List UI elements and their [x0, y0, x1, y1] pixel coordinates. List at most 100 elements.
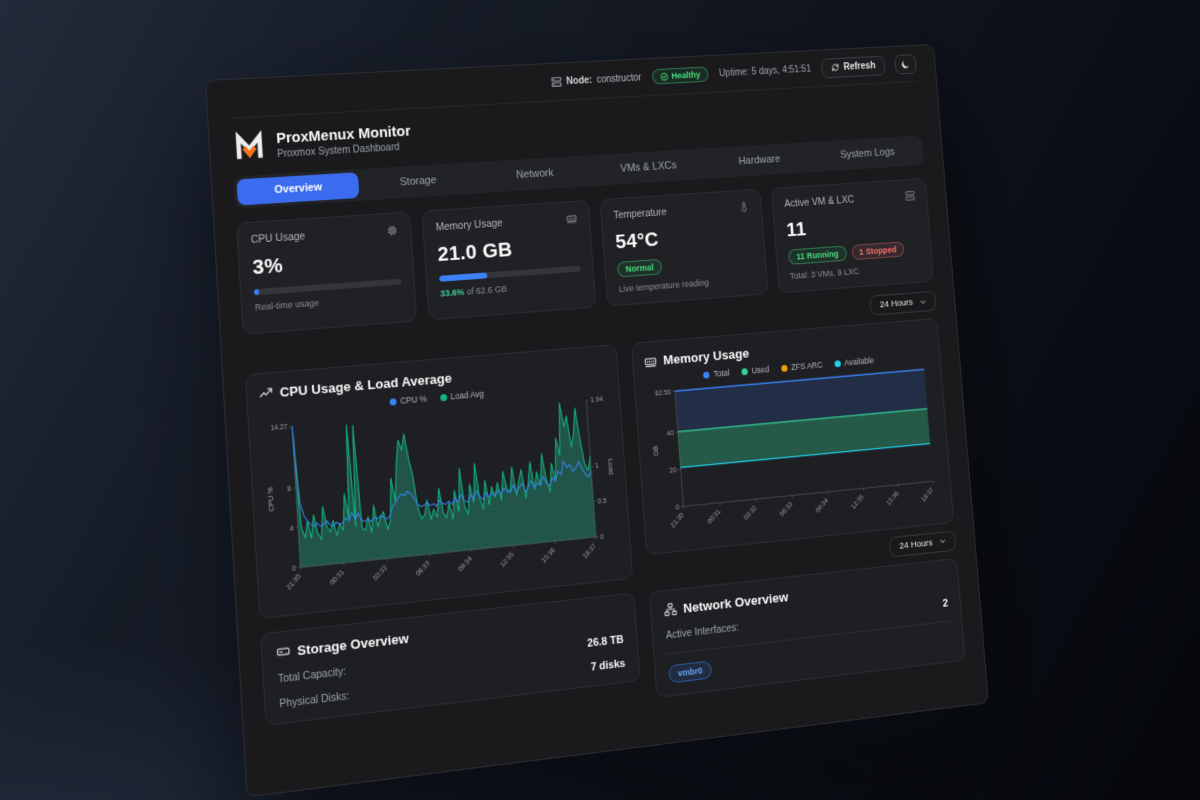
- svg-text:12:35: 12:35: [850, 494, 865, 511]
- server-stack-icon: [904, 190, 915, 205]
- charts-area: CPU Usage & Load Average CPU % Load Avg 2…: [244, 317, 966, 745]
- memory-percent: 33.6%: [439, 286, 465, 299]
- cpu-chip-icon: [386, 224, 398, 240]
- node-indicator: Node: constructor: [550, 72, 642, 88]
- svg-text:0: 0: [675, 504, 679, 511]
- proxmenux-logo: [231, 128, 268, 166]
- dashboard-window: Node: constructor Healthy Uptime: 5 days…: [205, 43, 989, 798]
- temperature-card-subtitle: Live temperature reading: [618, 277, 710, 294]
- activity-icon: [259, 386, 274, 401]
- memory-chart-card: Memory Usage Total Used ZFS ARC Available 2…: [630, 317, 955, 556]
- timeframe-select[interactable]: 24 Hours: [869, 290, 937, 316]
- svg-text:03:32: 03:32: [372, 564, 389, 582]
- svg-text:CPU %: CPU %: [266, 486, 276, 512]
- memory-usage-value: 21.0 GB: [436, 238, 513, 267]
- storage-row-label: Total Capacity:: [277, 665, 347, 686]
- health-badge: Healthy: [651, 66, 709, 85]
- memory-timeframe-value: 24 Hours: [898, 537, 933, 552]
- vm-running-badge: 11 Running: [787, 245, 847, 265]
- svg-text:09:34: 09:34: [457, 555, 473, 573]
- health-badge-label: Healthy: [671, 69, 701, 81]
- svg-text:15:36: 15:36: [541, 547, 557, 565]
- cpu-progress-fill: [253, 288, 259, 296]
- legend-dot: [741, 367, 749, 375]
- tab-system-logs[interactable]: System Logs: [839, 146, 896, 161]
- svg-text:20: 20: [669, 467, 677, 475]
- refresh-button-label: Refresh: [843, 60, 876, 73]
- tab-overview[interactable]: Overview: [236, 172, 360, 206]
- svg-text:12:35: 12:35: [499, 551, 515, 569]
- cpu-usage-card: CPU Usage 3% Real-time usage: [236, 211, 418, 335]
- tab-hardware[interactable]: Hardware: [738, 153, 781, 168]
- theme-toggle-button[interactable]: [894, 53, 917, 75]
- memory-timeframe-select[interactable]: 24 Hours: [889, 530, 957, 558]
- svg-text:8: 8: [287, 486, 291, 494]
- svg-text:Load: Load: [606, 458, 615, 475]
- node-label: Node:: [565, 74, 593, 87]
- legend-dot: [834, 359, 842, 367]
- moon-icon: [900, 59, 910, 70]
- svg-text:21:30: 21:30: [670, 512, 686, 529]
- svg-text:09:34: 09:34: [815, 497, 830, 514]
- svg-text:14.27: 14.27: [270, 424, 288, 433]
- svg-text:GB: GB: [651, 445, 660, 456]
- cpu-load-chart-card: CPU Usage & Load Average CPU % Load Avg 2…: [244, 344, 634, 619]
- tab-vms-lxcs[interactable]: VMs & LXCs: [620, 159, 677, 175]
- memory-chart-title: Memory Usage: [662, 345, 750, 368]
- temperature-value: 54°C: [614, 228, 660, 254]
- svg-text:00:31: 00:31: [707, 508, 722, 525]
- network-row-label: Active Interfaces:: [665, 621, 740, 642]
- timeframe-value: 24 Hours: [879, 297, 914, 311]
- refresh-button[interactable]: Refresh: [820, 55, 886, 78]
- refresh-icon: [830, 63, 839, 73]
- vm-card-label: Active VM & LXC: [783, 193, 855, 210]
- network-card-title: Network Overview: [682, 589, 789, 616]
- svg-text:1: 1: [595, 463, 599, 470]
- cpu-card-label: CPU Usage: [250, 230, 306, 247]
- active-vm-lxc-card: Active VM & LXC 11 11 Running 1 Stopped …: [770, 177, 935, 294]
- svg-text:40: 40: [667, 430, 675, 438]
- temperature-status-badge: Normal: [616, 258, 663, 278]
- network-row-value: 2: [942, 597, 949, 610]
- storage-row-value: 7 disks: [590, 657, 626, 674]
- svg-text:06:33: 06:33: [415, 560, 432, 578]
- vm-card-subtitle: Total: 3 VMs, 9 LXC: [789, 266, 860, 282]
- svg-text:62.56: 62.56: [655, 389, 671, 397]
- svg-text:18:37: 18:37: [921, 487, 936, 504]
- server-icon: [550, 76, 562, 88]
- tab-network[interactable]: Network: [515, 167, 554, 182]
- storage-row: Physical Disks: 7 disks: [279, 657, 626, 710]
- svg-text:4: 4: [290, 525, 294, 533]
- svg-text:0: 0: [600, 533, 604, 540]
- svg-text:03:32: 03:32: [743, 504, 758, 521]
- svg-text:15:36: 15:36: [886, 490, 901, 507]
- check-circle-icon: [660, 72, 669, 81]
- chevron-down-icon: [919, 298, 926, 306]
- storage-row-value: 26.8 TB: [586, 633, 625, 650]
- svg-text:18:37: 18:37: [582, 543, 598, 561]
- memory-icon: [644, 354, 658, 369]
- cpu-card-subtitle: Real-time usage: [254, 297, 320, 313]
- thermometer-icon: [738, 201, 750, 216]
- chevron-down-icon: [939, 537, 946, 545]
- vm-count-value: 11: [785, 218, 807, 242]
- storage-card-title: Storage Overview: [296, 630, 410, 659]
- svg-text:06:33: 06:33: [779, 501, 794, 518]
- legend-dot: [703, 370, 711, 379]
- cpu-usage-value: 3%: [251, 253, 284, 280]
- svg-text:1.94: 1.94: [590, 397, 603, 405]
- memory-card-subtitle: 33.6% of 62.6 GB: [439, 278, 582, 299]
- memory-total: of 62.6 GB: [463, 283, 508, 297]
- node-name: constructor: [596, 72, 642, 86]
- uptime-text: Uptime: 5 days, 4:51:51: [718, 63, 812, 79]
- app-header: ProxMenux Monitor Proxmox System Dashboa…: [230, 82, 922, 175]
- temperature-card: Temperature 54°C Normal Live temperature…: [599, 188, 769, 307]
- memory-stick-icon: [566, 212, 578, 227]
- svg-text:0: 0: [292, 565, 296, 573]
- memory-progress-fill: [439, 272, 488, 282]
- svg-text:21:30: 21:30: [286, 573, 303, 591]
- memory-usage-card: Memory Usage 21.0 GB 33.6% of 62.6 GB: [421, 199, 597, 321]
- tab-storage[interactable]: Storage: [399, 174, 437, 189]
- memory-usage-chart: 21:30 00:31 03:32 06:33 09:34 12:35 15:36 18:37…: [651, 360, 936, 529]
- interface-badge[interactable]: vmbr0: [668, 660, 713, 684]
